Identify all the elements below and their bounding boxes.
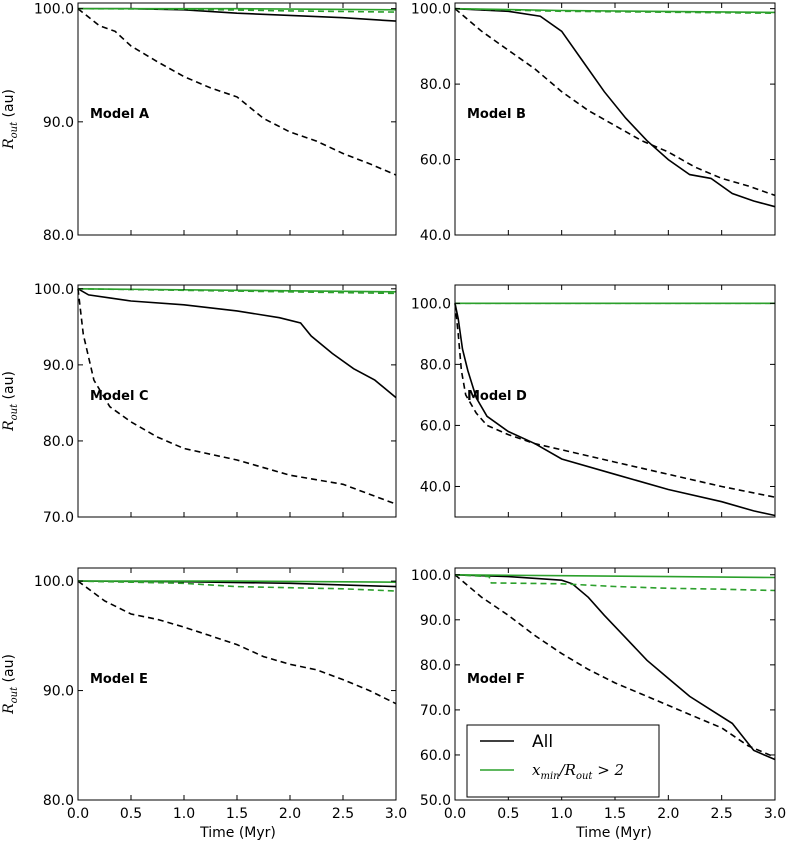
panel-model-c: 70.0 80.0 90.0 100.0 Model C Rout (au)	[1, 282, 397, 526]
model-c-ytick-label-2: 90.0	[43, 358, 74, 374]
model-e-series-3	[77, 580, 397, 592]
model-f-ytick-label-3: 80.0	[420, 658, 451, 674]
model-f-xtick-label-4: 2.0	[657, 806, 679, 822]
panel-model-d: 40.0 60.0 80.0 100.0 Model D	[411, 284, 776, 518]
model-c-series-1	[77, 288, 397, 505]
model-f-xtick-label-0: 0.0	[444, 806, 466, 822]
model-b-ytick-label-3: 100.0	[411, 2, 451, 18]
model-d-series-0	[454, 303, 776, 517]
model-d-label: Model D	[467, 389, 527, 404]
model-a-ytick-label-1: 90.0	[43, 115, 74, 131]
panels: 80.0 90.0 100.0 Model A Rout (au) 40.0 60.0 80.…	[1, 2, 786, 822]
model-d-ytick-label-2: 80.0	[420, 357, 451, 373]
panel-model-a: 80.0 90.0 100.0 Model A Rout (au)	[1, 2, 397, 244]
model-a-y-axis-title: Rout (au)	[1, 89, 20, 150]
model-c-ytick-label-3: 100.0	[34, 282, 74, 298]
model-e-xtick-label-2: 1.0	[173, 806, 195, 822]
model-f-ytick-label-4: 90.0	[420, 613, 451, 629]
legend: All xmin/Rout > 2	[466, 724, 660, 798]
model-a-ytick-label-2: 100.0	[34, 2, 74, 18]
model-a-ytick-label-0: 80.0	[43, 228, 74, 244]
model-d-ytick-label-1: 60.0	[420, 418, 451, 434]
model-e-xtick-label-0: 0.0	[67, 806, 89, 822]
model-f-ytick-label-1: 60.0	[420, 748, 451, 764]
model-f-label: Model F	[467, 672, 525, 687]
model-b-series-0	[454, 7, 776, 208]
legend-label-xmin: xmin/Rout > 2	[532, 761, 624, 782]
model-c-ytick-label-1: 80.0	[43, 434, 74, 450]
model-f-xtick-label-6: 3.0	[764, 806, 786, 822]
model-e-ytick-label-0: 80.0	[43, 793, 74, 809]
model-c-label: Model C	[90, 389, 149, 404]
model-a-label: Model A	[90, 107, 149, 122]
model-f-series-0	[454, 574, 776, 761]
model-f-ytick-label-0: 50.0	[420, 793, 451, 809]
model-e-series-2	[78, 580, 397, 583]
model-e-xtick-label-4: 2.0	[279, 806, 301, 822]
model-b-label: Model B	[467, 107, 526, 122]
model-f-series-2	[454, 574, 776, 579]
model-b-ytick-label-1: 60.0	[420, 153, 451, 169]
legend-frame	[466, 724, 660, 798]
model-b-series-1	[454, 8, 776, 197]
model-f-xtick-label-5: 2.5	[711, 806, 733, 822]
model-e-xtick-label-3: 1.5	[226, 806, 248, 822]
panel-model-f: 0.0 0.5 1.0 1.5 2.0 2.5 3.0 50.0 60.0 70.0 80.0 90.…	[411, 567, 786, 822]
model-e-xtick-label-1: 0.5	[120, 806, 142, 822]
model-f-xtick-label-2: 1.0	[551, 806, 573, 822]
panel-model-e: 0.0 0.5 1.0 1.5 2.0 2.5 3.0 80.0 90.0 100.0 Model …	[1, 567, 407, 822]
model-b-series-3	[454, 7, 776, 14]
model-f-series-1	[454, 574, 776, 758]
model-a-series-0	[78, 7, 397, 22]
model-d-ytick-label-0: 40.0	[420, 479, 451, 495]
model-e-label: Model E	[90, 672, 148, 687]
model-e-ytick-label-2: 100.0	[34, 574, 74, 590]
model-e-xtick-label-6: 3.0	[385, 806, 407, 822]
model-c-series-0	[77, 288, 397, 399]
model-c-y-axis-title: Rout (au)	[1, 371, 20, 432]
model-f-series-3	[454, 574, 776, 592]
model-e-series-1	[77, 580, 397, 705]
model-b-ytick-label-0: 40.0	[420, 228, 451, 244]
model-d-ytick-label-3: 100.0	[411, 296, 451, 312]
model-f-xtick-label-1: 0.5	[497, 806, 519, 822]
model-e-xtick-label-5: 2.5	[332, 806, 354, 822]
model-a-series-1	[77, 8, 397, 176]
x-axis-title-right: Time (Myr)	[575, 825, 652, 841]
model-f-ytick-label-5: 100.0	[411, 568, 451, 584]
model-e-ytick-label-1: 90.0	[43, 684, 74, 700]
model-a-series-3	[77, 7, 397, 13]
model-e-y-axis-title: Rout (au)	[1, 654, 20, 715]
model-f-xtick-label-3: 1.5	[604, 806, 626, 822]
model-f-ytick-label-2: 70.0	[420, 703, 451, 719]
x-axis-title-left: Time (Myr)	[199, 825, 276, 841]
panel-model-b: 40.0 60.0 80.0 100.0 Model B	[411, 2, 776, 244]
legend-label-all: All	[532, 732, 553, 752]
model-d-series-1	[454, 303, 776, 498]
model-b-ytick-label-2: 80.0	[420, 77, 451, 93]
model-a-series-2	[78, 7, 397, 11]
model-c-ytick-label-0: 70.0	[43, 510, 74, 526]
